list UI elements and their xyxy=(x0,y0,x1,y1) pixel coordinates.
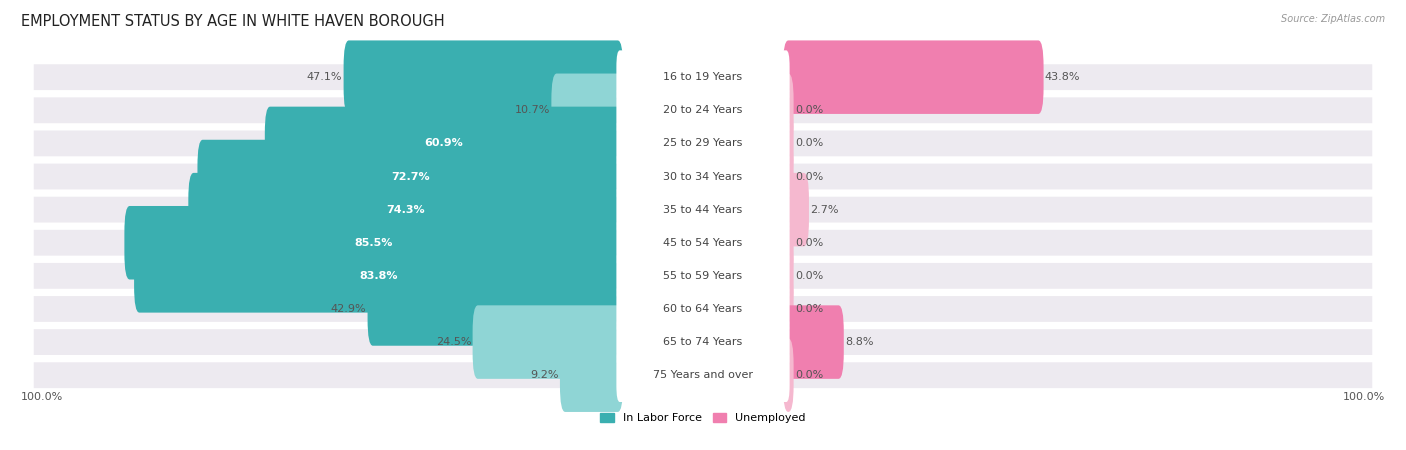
Text: 20 to 24 Years: 20 to 24 Years xyxy=(664,105,742,115)
FancyBboxPatch shape xyxy=(616,249,790,303)
Text: 60.9%: 60.9% xyxy=(425,139,463,148)
FancyBboxPatch shape xyxy=(472,306,623,379)
FancyBboxPatch shape xyxy=(783,73,793,147)
FancyBboxPatch shape xyxy=(124,206,623,279)
Text: 35 to 44 Years: 35 to 44 Years xyxy=(664,205,742,215)
Text: 47.1%: 47.1% xyxy=(307,72,342,82)
Text: 9.2%: 9.2% xyxy=(530,370,558,380)
FancyBboxPatch shape xyxy=(616,83,790,137)
Text: 85.5%: 85.5% xyxy=(354,238,392,248)
FancyBboxPatch shape xyxy=(343,40,623,114)
Text: 45 to 54 Years: 45 to 54 Years xyxy=(664,238,742,248)
Text: 0.0%: 0.0% xyxy=(794,304,823,314)
FancyBboxPatch shape xyxy=(616,183,790,236)
Text: 8.8%: 8.8% xyxy=(845,337,873,347)
Text: 0.0%: 0.0% xyxy=(794,370,823,380)
FancyBboxPatch shape xyxy=(34,64,1372,90)
FancyBboxPatch shape xyxy=(34,97,1372,123)
FancyBboxPatch shape xyxy=(188,173,623,247)
FancyBboxPatch shape xyxy=(783,239,793,313)
FancyBboxPatch shape xyxy=(616,216,790,270)
Text: 0.0%: 0.0% xyxy=(794,171,823,181)
FancyBboxPatch shape xyxy=(616,315,790,369)
FancyBboxPatch shape xyxy=(367,272,623,346)
FancyBboxPatch shape xyxy=(783,206,793,279)
FancyBboxPatch shape xyxy=(616,150,790,203)
Legend: In Labor Force, Unemployed: In Labor Force, Unemployed xyxy=(596,408,810,428)
Text: 75 Years and over: 75 Years and over xyxy=(652,370,754,380)
Text: 2.7%: 2.7% xyxy=(810,205,839,215)
FancyBboxPatch shape xyxy=(783,306,844,379)
FancyBboxPatch shape xyxy=(264,107,623,180)
Text: EMPLOYMENT STATUS BY AGE IN WHITE HAVEN BOROUGH: EMPLOYMENT STATUS BY AGE IN WHITE HAVEN … xyxy=(21,14,444,28)
FancyBboxPatch shape xyxy=(616,282,790,336)
Text: 30 to 34 Years: 30 to 34 Years xyxy=(664,171,742,181)
FancyBboxPatch shape xyxy=(560,338,623,412)
Text: 0.0%: 0.0% xyxy=(794,139,823,148)
Text: 74.3%: 74.3% xyxy=(387,205,425,215)
FancyBboxPatch shape xyxy=(34,197,1372,223)
FancyBboxPatch shape xyxy=(616,348,790,402)
FancyBboxPatch shape xyxy=(551,73,623,147)
Text: 55 to 59 Years: 55 to 59 Years xyxy=(664,271,742,281)
Text: 43.8%: 43.8% xyxy=(1045,72,1080,82)
FancyBboxPatch shape xyxy=(783,173,808,247)
FancyBboxPatch shape xyxy=(783,140,793,213)
Text: 83.8%: 83.8% xyxy=(360,271,398,281)
FancyBboxPatch shape xyxy=(34,230,1372,256)
FancyBboxPatch shape xyxy=(783,107,793,180)
Text: 0.0%: 0.0% xyxy=(794,105,823,115)
Text: 24.5%: 24.5% xyxy=(436,337,471,347)
Text: 65 to 74 Years: 65 to 74 Years xyxy=(664,337,742,347)
Text: Source: ZipAtlas.com: Source: ZipAtlas.com xyxy=(1281,14,1385,23)
Text: 60 to 64 Years: 60 to 64 Years xyxy=(664,304,742,314)
FancyBboxPatch shape xyxy=(616,117,790,170)
Text: 25 to 29 Years: 25 to 29 Years xyxy=(664,139,742,148)
Text: 0.0%: 0.0% xyxy=(794,271,823,281)
FancyBboxPatch shape xyxy=(197,140,623,213)
Text: 100.0%: 100.0% xyxy=(21,392,63,402)
FancyBboxPatch shape xyxy=(783,40,1043,114)
Text: 72.7%: 72.7% xyxy=(391,171,429,181)
FancyBboxPatch shape xyxy=(134,239,623,313)
FancyBboxPatch shape xyxy=(783,338,793,412)
FancyBboxPatch shape xyxy=(34,329,1372,355)
Text: 16 to 19 Years: 16 to 19 Years xyxy=(664,72,742,82)
FancyBboxPatch shape xyxy=(34,296,1372,322)
Text: 10.7%: 10.7% xyxy=(515,105,550,115)
FancyBboxPatch shape xyxy=(783,272,793,346)
FancyBboxPatch shape xyxy=(34,263,1372,289)
FancyBboxPatch shape xyxy=(34,130,1372,156)
Text: 42.9%: 42.9% xyxy=(330,304,366,314)
FancyBboxPatch shape xyxy=(616,50,790,104)
FancyBboxPatch shape xyxy=(34,164,1372,189)
FancyBboxPatch shape xyxy=(34,362,1372,388)
Text: 100.0%: 100.0% xyxy=(1343,392,1385,402)
Text: 0.0%: 0.0% xyxy=(794,238,823,248)
